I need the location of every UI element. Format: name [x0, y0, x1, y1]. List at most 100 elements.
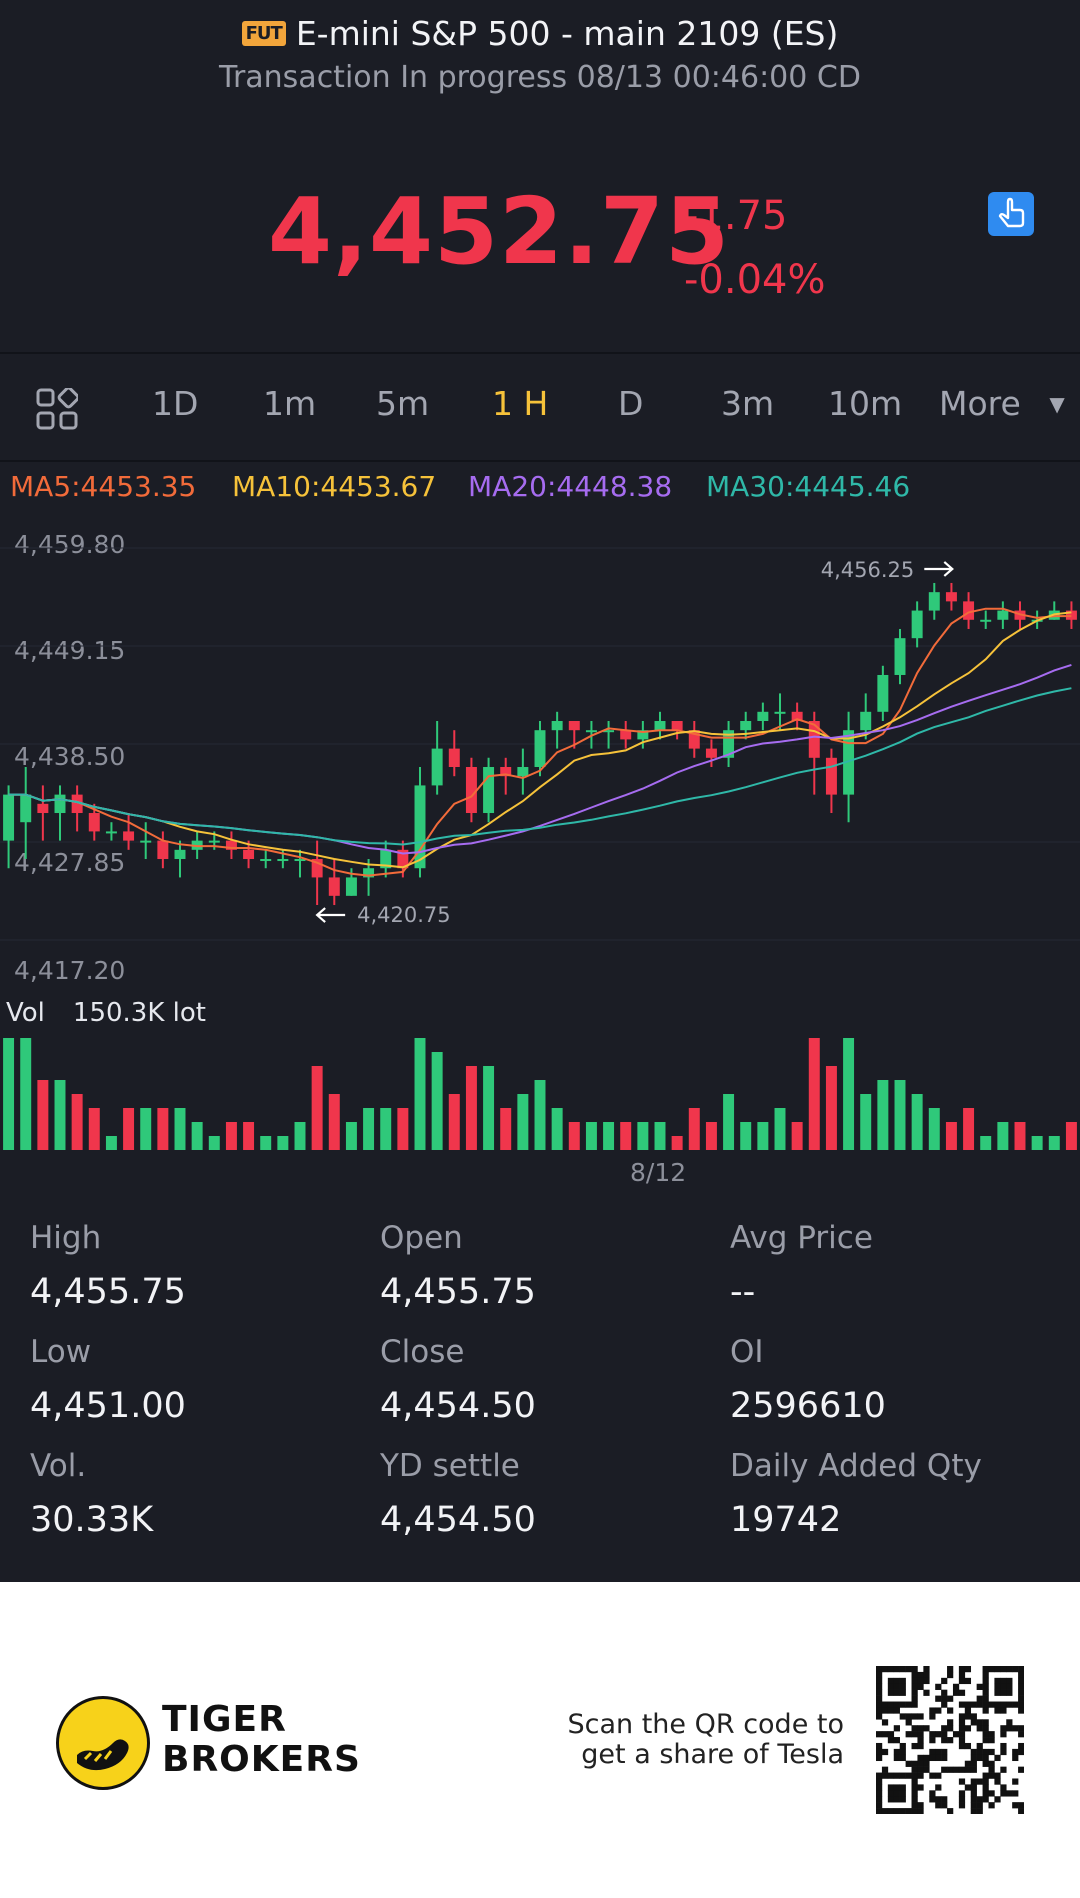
- qr-module: [941, 1701, 948, 1708]
- qr-module: [905, 1701, 912, 1708]
- qr-module: [976, 1742, 983, 1750]
- volume-bar: [465, 1066, 477, 1150]
- qr-module: [970, 1754, 977, 1762]
- stat-high: High 4,455.75: [30, 1220, 186, 1312]
- qr-module: [958, 1725, 966, 1732]
- qr-module: [970, 1748, 977, 1756]
- qr-module: [911, 1677, 918, 1685]
- qr-code[interactable]: [876, 1666, 1024, 1814]
- qr-module: [1018, 1695, 1024, 1702]
- qr-module: [958, 1790, 966, 1797]
- volume-bar: [294, 1122, 306, 1150]
- qr-module: [964, 1707, 972, 1714]
- qr-module: [994, 1772, 1001, 1779]
- ma-line: [8, 687, 1072, 846]
- qr-module: [905, 1731, 912, 1738]
- qr-module: [935, 1784, 942, 1791]
- tab-5m[interactable]: 5m: [376, 384, 430, 423]
- qr-module: [964, 1677, 972, 1685]
- qr-module: [976, 1701, 983, 1708]
- brand-name: TIGER BROKERS: [162, 1699, 361, 1780]
- right-arrow-icon: [924, 561, 954, 577]
- volume-bar: [260, 1136, 272, 1150]
- stat-low: Low 4,451.00: [30, 1334, 186, 1426]
- tap-mode-button[interactable]: [988, 192, 1034, 236]
- qr-module: [876, 1808, 883, 1814]
- divider: [0, 352, 1080, 354]
- volume-chart: [3, 1038, 1077, 1150]
- volume-bar: [37, 1080, 49, 1150]
- change-percent: -0.04%: [684, 257, 826, 303]
- tab-more[interactable]: More ▼: [939, 384, 1065, 423]
- volume-label: Vol 150.3K lot: [6, 998, 206, 1028]
- qr-module: [1012, 1754, 1019, 1762]
- qr-module: [1018, 1742, 1024, 1750]
- qr-module: [893, 1748, 900, 1756]
- qr-module: [1018, 1683, 1024, 1690]
- qr-module: [1000, 1766, 1007, 1773]
- qr-module: [958, 1671, 966, 1679]
- tab-1d[interactable]: 1D: [152, 384, 199, 423]
- qr-module: [893, 1784, 900, 1791]
- qr-module: [887, 1701, 895, 1708]
- qr-module: [1000, 1666, 1007, 1673]
- qr-module: [988, 1748, 995, 1756]
- qr-module: [923, 1689, 930, 1696]
- qr-module: [994, 1778, 1001, 1785]
- tab-1m[interactable]: 1m: [263, 384, 317, 423]
- volume-bar: [414, 1038, 426, 1150]
- qr-module: [893, 1666, 900, 1673]
- tab-10m[interactable]: 10m: [828, 384, 903, 423]
- qr-module: [952, 1766, 960, 1773]
- qr-module: [964, 1701, 972, 1708]
- qr-module: [941, 1695, 948, 1702]
- qr-module: [899, 1796, 906, 1803]
- qr-module: [1000, 1683, 1007, 1690]
- qr-module: [911, 1808, 918, 1814]
- qr-module: [982, 1677, 989, 1685]
- qr-module: [1018, 1802, 1024, 1809]
- qr-module: [982, 1796, 989, 1803]
- qr-module: [941, 1677, 948, 1685]
- qr-module: [982, 1731, 989, 1738]
- qr-module: [911, 1802, 918, 1809]
- tab-1h[interactable]: 1 H: [492, 384, 549, 423]
- candlestick-chart[interactable]: 4,456.25 4,420.75: [0, 540, 1080, 960]
- candle: [860, 711, 872, 731]
- qr-module: [964, 1713, 972, 1720]
- layout-grid-icon[interactable]: [36, 388, 78, 430]
- qr-module: [988, 1766, 995, 1773]
- candle: [963, 601, 975, 620]
- x-axis-date-label: 8/12: [630, 1158, 687, 1187]
- candle: [825, 757, 837, 795]
- qr-module: [887, 1731, 895, 1738]
- qr-module: [887, 1796, 895, 1803]
- qr-module: [994, 1677, 1001, 1685]
- candle: [928, 592, 940, 611]
- candle: [808, 720, 820, 758]
- last-price: 4,452.75: [268, 178, 730, 285]
- qr-module: [976, 1719, 983, 1726]
- tab-day[interactable]: D: [618, 384, 644, 423]
- qr-module: [976, 1796, 983, 1803]
- qr-module: [899, 1790, 906, 1797]
- qr-module: [923, 1677, 930, 1685]
- volume-bar: [791, 1122, 803, 1150]
- qr-module: [947, 1666, 954, 1673]
- qr-module: [893, 1737, 900, 1744]
- high-marker-label: 4,456.25: [821, 558, 915, 582]
- qr-module: [982, 1701, 989, 1708]
- qr-module: [1018, 1707, 1024, 1714]
- tiger-logo: [56, 1696, 150, 1790]
- qr-module: [982, 1695, 989, 1702]
- tab-3m[interactable]: 3m: [721, 384, 775, 423]
- ma5-label: MA5:4453.35: [10, 470, 197, 503]
- qr-module: [876, 1796, 883, 1803]
- qr-module: [982, 1778, 989, 1785]
- qr-module: [876, 1701, 883, 1708]
- qr-module: [917, 1742, 924, 1750]
- qr-module: [911, 1713, 918, 1720]
- candle: [585, 730, 597, 733]
- candle: [277, 859, 289, 862]
- qr-module: [1018, 1677, 1024, 1685]
